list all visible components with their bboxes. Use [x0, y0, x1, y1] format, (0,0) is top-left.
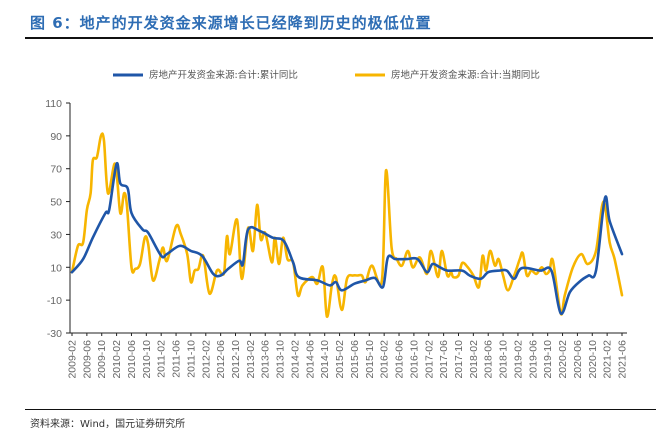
series-line-current-yoy: [70, 132, 624, 318]
x-tick-label: 2016-10: [408, 340, 420, 379]
source-note: 资料来源：Wind，国元证券研究所: [30, 419, 186, 430]
x-tick-label: 2010-10: [141, 340, 153, 379]
x-tick-label: 2016-02: [379, 340, 391, 379]
y-tick-label: -10: [47, 295, 62, 307]
x-tick-label: 2018-10: [498, 340, 510, 379]
figure-title: 图 6：地产的开发资金来源增长已经降到历史的极低位置: [30, 14, 432, 32]
y-tick-label: 70: [50, 164, 62, 176]
legend-label-current: 房地产开发资金来源:合计:当期同比: [391, 69, 540, 81]
x-tick-label: 2012-10: [230, 340, 242, 379]
x-tick-label: 2021-06: [617, 340, 629, 379]
y-tick-label: 90: [50, 131, 62, 143]
x-tick-label: 2012-02: [200, 340, 212, 379]
x-tick-label: 2014-10: [319, 340, 331, 379]
x-tick-label: 2013-02: [245, 340, 257, 379]
x-tick-label: 2020-10: [587, 340, 599, 379]
x-tick-label: 2011-06: [171, 340, 183, 378]
x-tick-label: 2009-06: [81, 340, 93, 379]
x-tick-label: 2010-06: [126, 340, 138, 379]
x-tick-label: 2015-02: [334, 340, 346, 379]
x-tick-label: 2018-02: [468, 340, 480, 379]
x-tick-label: 2009-02: [67, 340, 79, 379]
x-tick-label: 2017-06: [438, 340, 450, 379]
x-tick-label: 2009-10: [96, 340, 108, 379]
y-axis: 110 90 70 50 30 10 -10 -30: [45, 98, 71, 340]
x-tick-label: 2020-02: [557, 340, 569, 379]
title-divider: [25, 37, 653, 39]
x-axis: 2009-02 2009-06 2009-10 2010-02 2010-06 2010-…: [67, 332, 629, 379]
footer-divider: [25, 409, 656, 410]
x-tick-label: 2021-02: [602, 340, 614, 379]
x-tick-label: 2014-06: [304, 340, 316, 379]
y-tick-label: 30: [50, 229, 62, 241]
x-tick-label: 2018-06: [483, 340, 495, 379]
series-lines: [70, 132, 624, 318]
x-tick-label: 2019-10: [542, 340, 554, 379]
legend-label-cumulative: 房地产开发资金来源:合计:累计同比: [149, 69, 298, 81]
x-tick-label: 2011-10: [185, 340, 197, 378]
x-tick-label: 2013-10: [275, 340, 287, 379]
x-tick-label: 2015-06: [349, 340, 361, 379]
y-tick-label: 50: [50, 197, 62, 209]
x-tick-label: 2016-06: [394, 340, 406, 379]
x-tick-label: 2017-10: [453, 340, 465, 379]
x-tick-label: 2010-02: [111, 340, 123, 379]
x-tick-label: 2013-06: [260, 340, 272, 379]
series-line-cumulative-yoy: [70, 161, 624, 315]
x-tick-label: 2017-02: [423, 340, 435, 379]
y-tick-label: 110: [45, 98, 62, 110]
x-tick-label: 2011-02: [156, 340, 168, 378]
x-tick-label: 2019-06: [527, 340, 539, 379]
y-tick-label: 10: [50, 262, 62, 274]
x-tick-label: 2019-02: [512, 340, 524, 379]
x-tick-label: 2012-06: [215, 340, 227, 379]
legend: 房地产开发资金来源:合计:累计同比 房地产开发资金来源:合计:当期同比: [113, 69, 540, 81]
x-tick-label: 2020-06: [572, 340, 584, 379]
y-tick-label: -30: [47, 328, 62, 340]
x-tick-label: 2014-02: [289, 340, 301, 379]
x-tick-label: 2015-10: [364, 340, 376, 379]
